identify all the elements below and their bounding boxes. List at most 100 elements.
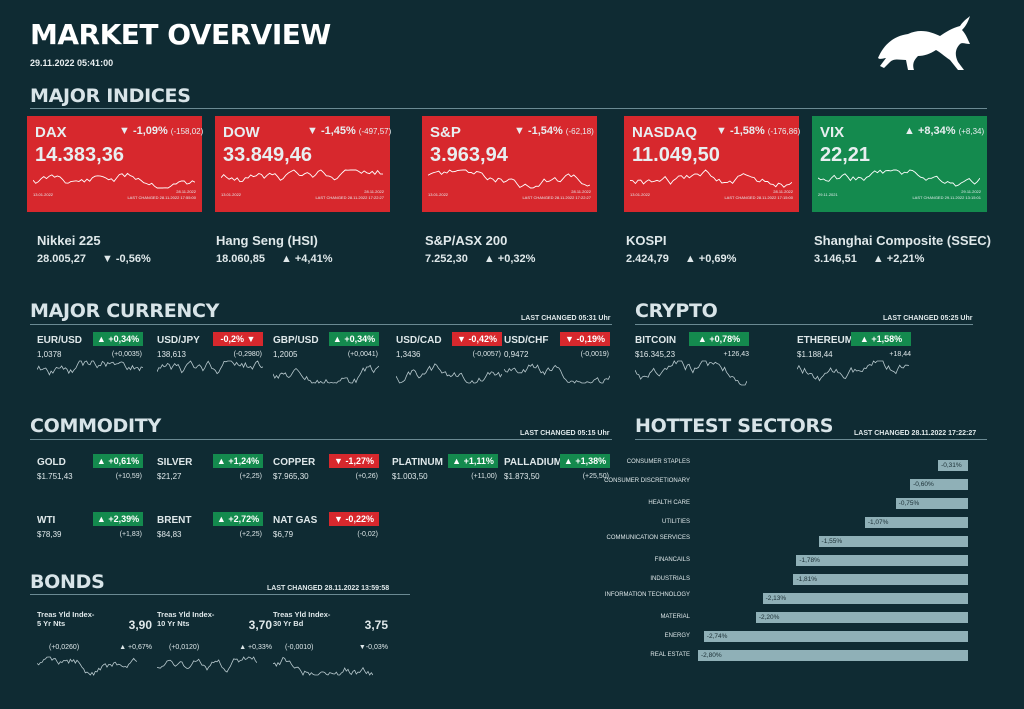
secondary-index-name: Hang Seng (HSI) — [216, 233, 318, 248]
commodity-tile[interactable]: SILVER ▲ +1,24% $21,27 (+2,25) — [157, 454, 263, 517]
commodity-tile[interactable]: COPPER ▼ -1,27% $7.965,30 (+0,26) — [273, 454, 379, 517]
index-end-date: 28.11.2022 — [773, 189, 793, 194]
bond-value: 3,70 — [248, 618, 272, 632]
commodity-tile[interactable]: BRENT ▲ +2,72% $84,83 (+2,25) — [157, 512, 263, 575]
commodity-change: (+10,59) — [115, 473, 142, 480]
index-card-sp[interactable]: S&P ▼ -1,54% (-62,18) 3.963,94 13.01.2022 28.… — [422, 116, 597, 212]
index-change: ▼ -1,45% (-497,57) — [307, 125, 391, 137]
index-end-info: 28.11.2022 LAST CHANGED 28.11.2022 17:22:… — [315, 189, 384, 201]
sparkline-chart — [37, 360, 143, 376]
sparkline-chart — [273, 364, 379, 384]
major_currency-value: 1,3436 — [396, 350, 421, 359]
major_currency-change-badge: ▼ -0,42% — [452, 332, 502, 346]
secondary-index-row: 28.005,27 ▼ -0,56% — [37, 253, 151, 265]
major_currency-tile[interactable]: USD/CAD ▼ -0,42% 1,3436 (-0,0057) — [396, 332, 502, 395]
section-title-commodity: COMMODITY — [30, 415, 161, 437]
bond-tile[interactable]: Treas Yld Index-30 Yr Bd 3,75 (-0,0010) ▼-0… — [273, 610, 388, 680]
sector-value-label: -0,75% — [898, 500, 920, 507]
secondary-index[interactable]: Shanghai Composite (SSEC) 3.146,51 ▲ +2,21… — [814, 233, 991, 265]
secondary-index-change: ▼ -0,56% — [101, 253, 151, 265]
crypto-tile[interactable]: ETHEREUM ▲ +1,58% $1.188,44 +18,44 — [797, 332, 911, 395]
major_currency-tile[interactable]: GBP/USD ▲ +0,34% 1,2005 (+0,0041) — [273, 332, 379, 395]
secondary-index-row: 7.252,30 ▲ +0,32% — [425, 253, 535, 265]
page-title: MARKET OVERVIEW — [30, 18, 331, 51]
crypto-change-badge: ▲ +0,78% — [689, 332, 749, 346]
index-last-changed: LAST CHANGED 28.11.2022 17:15:00 — [724, 195, 793, 200]
bond-value: 3,90 — [128, 618, 152, 632]
commodity-value: $1.003,50 — [392, 472, 428, 481]
bond-change: (+0,0120) — [169, 644, 200, 651]
commodity-name: NAT GAS — [273, 515, 318, 526]
divider — [635, 439, 987, 440]
commodity-change: (+2,25) — [239, 531, 262, 538]
index-change-pct: ▲ +8,34% — [904, 125, 956, 137]
sector-value-label: -1,55% — [821, 538, 843, 545]
index-card-vix[interactable]: VIX ▲ +8,34% (+8,34) 22,21 29.11.2021 29.11.2… — [812, 116, 987, 212]
commodity-name: PALLADIUM — [504, 457, 563, 468]
sector-bar: -1,07% — [864, 517, 968, 528]
commodity-change-badge: ▼ -1,27% — [329, 454, 379, 468]
major_currency-change: (-0,0057) — [472, 351, 501, 358]
major_currency-tile[interactable]: USD/CHF ▼ -0,19% 0,9472 (-0,0019) — [504, 332, 610, 395]
sector-bar: -0,60% — [910, 479, 968, 490]
section-title-major-currency: MAJOR CURRENCY — [30, 300, 220, 322]
commodity-name: SILVER — [157, 457, 193, 468]
sector-label: HEALTH CARE — [648, 500, 690, 506]
index-change-points: (-158,02) — [170, 127, 204, 136]
commodity-last-changed: LAST CHANGED 05:15 Uhr — [520, 430, 610, 437]
bond-tile[interactable]: Treas Yld Index-5 Yr Nts 3,90 (+0,0260) ▲ +… — [37, 610, 152, 680]
index-last-changed: LAST CHANGED 28.11.2022 17:55:00 — [127, 195, 196, 200]
commodity-name: PLATINUM — [392, 457, 443, 468]
sparkline-chart — [818, 169, 980, 187]
index-value: 33.849,46 — [223, 144, 312, 166]
bond-tile[interactable]: Treas Yld Index-10 Yr Nts 3,70 (+0,0120) ▲ … — [157, 610, 272, 680]
sector-label: REAL ESTATE — [650, 652, 690, 658]
sectors-last-changed: LAST CHANGED 28.11.2022 17:22:27 — [854, 430, 977, 437]
section-title-crypto: CRYPTO — [635, 300, 718, 322]
sector-label: MATERIAL — [660, 614, 690, 620]
commodity-tile[interactable]: GOLD ▲ +0,61% $1.751,43 (+10,59) — [37, 454, 143, 517]
bonds-last-changed: LAST CHANGED 28.11.2022 13:59:58 — [267, 585, 390, 592]
index-end-info: 28.11.2022 LAST CHANGED 28.11.2022 17:55:… — [127, 189, 196, 201]
crypto-tile[interactable]: BITCOIN ▲ +0,78% $16.345,23 +126,43 — [635, 332, 749, 395]
secondary-index-name: S&P/ASX 200 — [425, 233, 508, 248]
bond-name: Treas Yld Index-5 Yr Nts — [37, 610, 95, 628]
sector-value-label: -0,60% — [913, 481, 934, 488]
crypto-change-badge: ▲ +1,58% — [851, 332, 911, 346]
index-change-pct: ▼ -1,54% — [514, 125, 563, 137]
index-change-points: (-497,57) — [358, 127, 392, 136]
commodity-tile[interactable]: PLATINUM ▲ +1,11% $1.003,50 (+11,00) — [392, 454, 498, 517]
sector-bar: -2,13% — [762, 593, 968, 604]
commodity-change-badge: ▲ +1,24% — [213, 454, 263, 468]
sparkline-chart — [396, 363, 502, 384]
index-card-dow[interactable]: DOW ▼ -1,45% (-497,57) 33.849,46 13.01.2022 2… — [215, 116, 391, 212]
index-change-points: (-62,18) — [565, 127, 594, 136]
sector-value-label: -2,13% — [765, 595, 787, 602]
sparkline-chart — [797, 360, 909, 382]
index-value: 11.049,50 — [632, 144, 720, 166]
commodity-change-badge: ▲ +0,61% — [93, 454, 143, 468]
major_currency-change: (-0,0019) — [580, 351, 609, 358]
secondary-index-name: KOSPI — [626, 233, 667, 248]
commodity-tile[interactable]: WTI ▲ +2,39% $78,39 (+1,83) — [37, 512, 143, 575]
secondary-index[interactable]: KOSPI 2.424,79 ▲ +0,69% — [626, 233, 736, 265]
secondary-index-row: 18.060,85 ▲ +4,41% — [216, 253, 333, 265]
major_currency-tile[interactable]: USD/JPY -0,2% ▼ 138,613 (-0,2980) — [157, 332, 263, 395]
commodity-name: GOLD — [37, 457, 66, 468]
crypto-value: $16.345,23 — [635, 350, 676, 359]
major_currency-tile[interactable]: EUR/USD ▲ +0,34% 1,0378 (+0,0035) — [37, 332, 143, 395]
index-start-date: 13.01.2022 — [428, 192, 449, 197]
secondary-index-row: 3.146,51 ▲ +2,21% — [814, 253, 991, 265]
major_currency-name: GBP/USD — [273, 335, 319, 346]
index-card-nasdaq[interactable]: NASDAQ ▼ -1,58% (-176,86) 11.049,50 13.01.20… — [624, 116, 800, 212]
secondary-index[interactable]: Hang Seng (HSI) 18.060,85 ▲ +4,41% — [216, 233, 333, 265]
index-change-pct: ▼ -1,58% — [716, 125, 765, 137]
secondary-index[interactable]: Nikkei 225 28.005,27 ▼ -0,56% — [37, 233, 151, 265]
commodity-tile[interactable]: PALLADIUM ▲ +1,38% $1.873,50 (+25,50) — [504, 454, 610, 517]
secondary-index-value: 18.060,85 — [216, 253, 265, 265]
bond-change-pct: ▲ +0,67% — [119, 644, 152, 651]
secondary-index[interactable]: S&P/ASX 200 7.252,30 ▲ +0,32% — [425, 233, 535, 265]
commodity-tile[interactable]: NAT GAS ▼ -0,22% $6,79 (-0,02) — [273, 512, 379, 575]
index-card-dax[interactable]: DAX ▼ -1,09% (-158,02) 14.383,36 13.01.2022 2… — [27, 116, 204, 212]
major_currency-change: (+0,0041) — [347, 351, 378, 358]
